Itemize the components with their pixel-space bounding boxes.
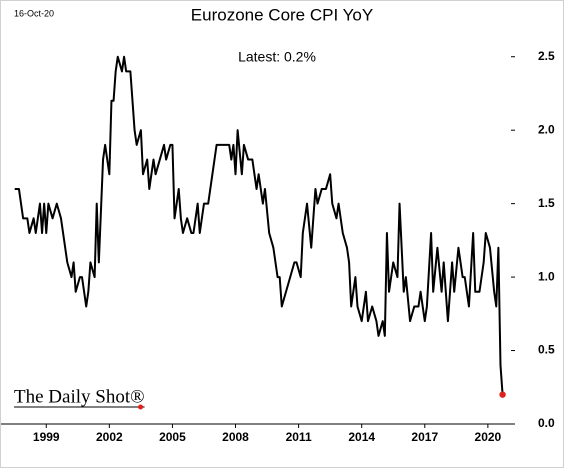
y-tick-label: 2.5 [538,49,555,63]
y-tick-label: 1.0 [538,269,555,283]
x-tick-label: 2011 [286,430,312,444]
date-label: 16-Oct-20 [14,8,54,18]
watermark: The Daily Shot® [14,386,145,407]
annotation: Latest: 0.2% [238,49,316,65]
latest-point [499,391,506,398]
x-tick-label: 2017 [411,430,438,444]
x-tick-label: 2005 [159,430,186,444]
y-tick-label: 2.0 [538,122,555,136]
y-tick-label: 1.5 [538,196,555,210]
y-tick-label: 0.5 [538,343,555,357]
y-tick-label: 0.0 [538,416,555,430]
x-tick-label: 2020 [475,430,502,444]
x-tick-label: 2008 [222,430,249,444]
x-tick-label: 2002 [96,430,123,444]
line-series [14,55,504,395]
chart-title: Eurozone Core CPI YoY [191,5,373,24]
x-tick-label: 1999 [33,430,60,444]
watermark-dot [138,404,144,410]
x-tick-label: 2014 [348,430,375,444]
